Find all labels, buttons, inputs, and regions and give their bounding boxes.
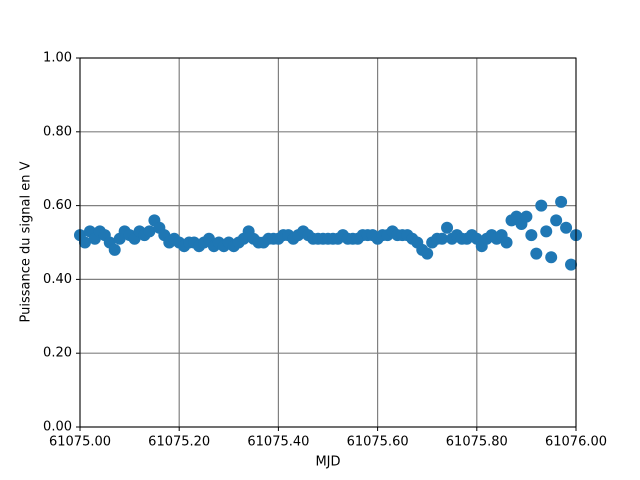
y-tick-label: 0.80 — [43, 124, 72, 139]
point — [530, 247, 543, 260]
y-tick-label: 1.00 — [43, 51, 72, 66]
x-axis-label: MJD — [315, 455, 340, 470]
point — [78, 236, 91, 249]
point — [520, 210, 533, 223]
point — [560, 221, 573, 234]
point — [550, 214, 563, 227]
y-tick-label: 0.20 — [43, 346, 72, 361]
point — [441, 221, 454, 234]
point — [565, 258, 578, 271]
y-tick-label: 0.00 — [43, 420, 72, 435]
y-tick-label: 0.40 — [43, 272, 72, 287]
point — [540, 225, 553, 238]
point — [500, 236, 513, 249]
x-tick-label: 61075.00 — [49, 435, 111, 450]
point — [436, 232, 449, 245]
x-tick-label: 61075.20 — [148, 435, 210, 450]
plot-frame — [79, 57, 577, 428]
x-tick-label: 61075.40 — [247, 435, 309, 450]
point — [421, 247, 434, 260]
x-tick-label: 61075.80 — [446, 435, 508, 450]
point — [535, 199, 548, 212]
point — [108, 243, 121, 256]
point — [525, 229, 538, 242]
y-tick-label: 0.60 — [43, 198, 72, 213]
x-tick-label: 61075.60 — [347, 435, 409, 450]
point — [545, 251, 558, 264]
point — [143, 225, 156, 238]
x-tick-label: 61076.00 — [545, 435, 607, 450]
y-axis-label: Puissance du signal en V — [19, 161, 34, 322]
point — [555, 195, 568, 208]
